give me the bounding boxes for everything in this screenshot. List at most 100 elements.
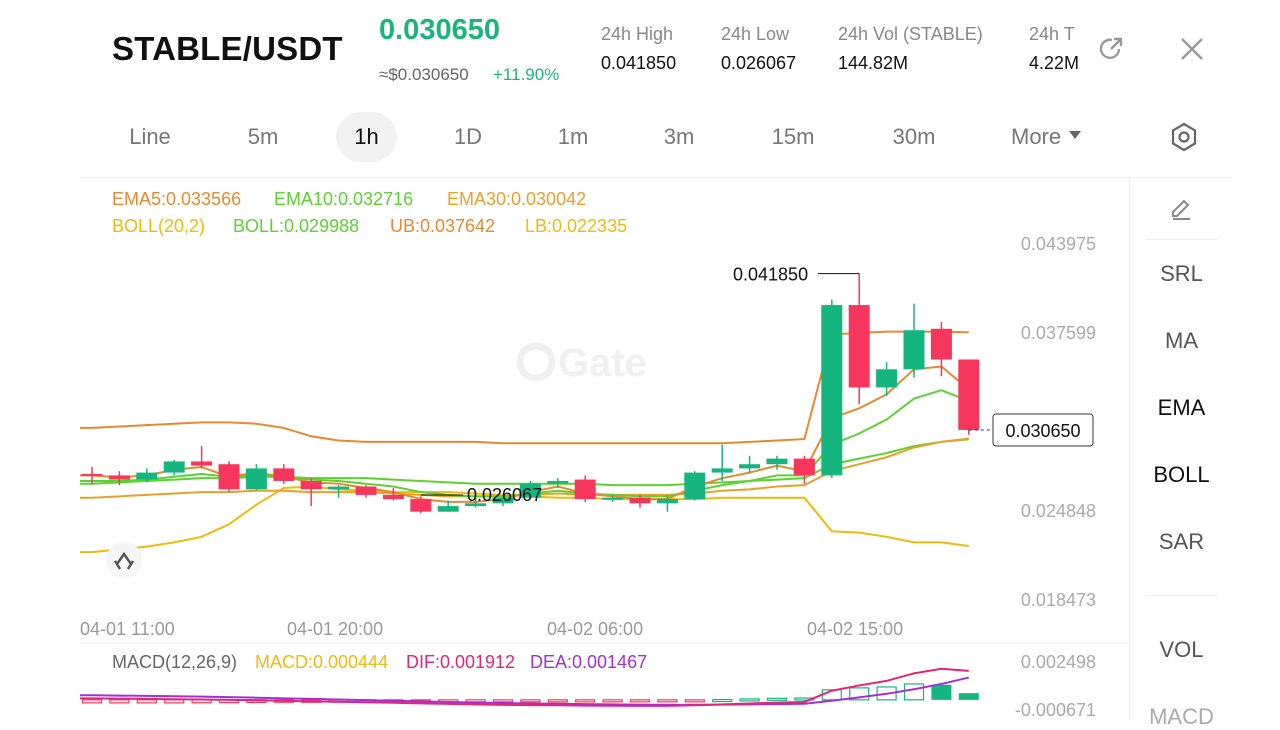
legend-ub: UB:0.037642 (390, 216, 496, 236)
candle-body (245, 468, 267, 490)
candle-body (793, 458, 815, 476)
usd-price: ≈$0.030650 (379, 65, 469, 84)
candle-body (903, 330, 925, 370)
tab-30m[interactable]: 30m (892, 124, 936, 149)
stat-high-value: 0.041850 (601, 53, 677, 73)
boll-mid-line (80, 438, 969, 487)
legend-lb: LB:0.022335 (525, 216, 628, 236)
tab-3m[interactable]: 3m (663, 124, 695, 149)
candle-body (547, 480, 569, 484)
y-axis-label: 0.024848 (1021, 501, 1096, 521)
price-change: +11.90% (493, 65, 560, 84)
pair-title: STABLE/USDT (112, 30, 343, 67)
candle-body (191, 461, 213, 466)
legend-boll-params: BOLL(20,2) (112, 216, 206, 236)
high-marker-label: 0.041850 (733, 265, 808, 285)
settings-icon[interactable] (1168, 121, 1200, 153)
candle-body (300, 480, 322, 490)
pencil-icon[interactable] (1168, 196, 1194, 222)
candlestick-chart[interactable]: Gate 0.043975 0.037599 0.024848 0.018473 04… (0, 0, 1128, 720)
candle-body (492, 497, 514, 504)
legend-ema30: EMA30:0.030042 (447, 189, 587, 209)
share-icon[interactable] (1097, 34, 1127, 64)
legend-ema10: EMA10:0.032716 (274, 189, 414, 209)
macd-legend-macd: MACD:0.000444 (255, 652, 389, 672)
current-price-label: 0.030650 (1005, 421, 1080, 441)
candle-body (574, 479, 596, 500)
divider (80, 177, 1232, 178)
candle-body (656, 499, 678, 504)
candle-body (382, 494, 404, 500)
macd-legend-dif: DIF:0.001912 (406, 652, 516, 672)
candle-body (519, 483, 541, 498)
tab-15m[interactable]: 15m (771, 124, 815, 149)
tab-line[interactable]: Line (129, 124, 171, 149)
candle-body (739, 464, 761, 469)
close-icon[interactable] (1177, 34, 1207, 64)
candle-body (684, 472, 706, 500)
watermark-text: Gate (558, 341, 647, 385)
candle-body (821, 305, 843, 476)
candle-body (136, 472, 158, 480)
tab-1mo[interactable]: 1m (557, 124, 589, 149)
toolbar-srl[interactable]: SRL (1160, 261, 1203, 286)
stat-low-label: 24h Low (721, 24, 790, 44)
candle-body (711, 468, 733, 473)
x-axis-label: 04-01 20:00 (287, 619, 383, 639)
candle-body (876, 369, 898, 388)
toolbar-boll[interactable]: BOLL (1153, 462, 1210, 487)
candle-body (218, 464, 240, 490)
candle-body (766, 458, 788, 465)
reset-view-icon[interactable] (106, 542, 142, 578)
more-label: More (1011, 124, 1062, 149)
active-tab-highlight (336, 112, 397, 162)
stat-vol-value: 144.82M (838, 53, 909, 73)
toolbar-sar[interactable]: SAR (1158, 529, 1205, 554)
gate-watermark: Gate (516, 341, 647, 385)
candle-body (108, 475, 130, 480)
y-axis-label: 0.018473 (1021, 590, 1096, 610)
indicator-toolbar: SRL MA EMA BOLL SAR VOL MACD (1129, 178, 1233, 729)
boll-upper-line (80, 330, 969, 445)
toolbar-vol[interactable]: VOL (1159, 637, 1204, 662)
candle-body (958, 359, 980, 431)
candle-body (81, 473, 103, 476)
toolbar-divider (1146, 239, 1218, 240)
toolbar-macd[interactable]: MACD (1149, 704, 1214, 729)
legend-ema5: EMA5:0.033566 (112, 189, 242, 209)
current-price-tag (992, 413, 1094, 447)
low-marker-label: 0.026067 (467, 485, 542, 505)
candle-body (629, 497, 651, 504)
tab-1d[interactable]: 1D (453, 124, 483, 149)
candle-body (410, 499, 432, 512)
caret-down-icon (1069, 131, 1082, 140)
tab-5m[interactable]: 5m (247, 124, 279, 149)
candle-body (465, 503, 487, 507)
toolbar-ema[interactable]: EMA (1157, 395, 1206, 420)
stat-turnover: 24h T 4.22M (1029, 20, 1085, 80)
legend-boll: BOLL:0.029988 (233, 216, 360, 236)
candle-body (437, 506, 459, 512)
candle-body (930, 328, 952, 360)
stat-low-value: 0.026067 (721, 53, 797, 73)
candle-body (848, 305, 870, 388)
x-axis-label: 04-02 15:00 (807, 619, 903, 639)
macd-legend-params: MACD(12,26,9) (112, 652, 238, 672)
stat-high-label: 24h High (601, 24, 674, 44)
tab-1h[interactable]: 1h (354, 124, 379, 149)
x-axis-label: 04-01 11:00 (80, 619, 175, 639)
toolbar-ma[interactable]: MA (1165, 328, 1198, 353)
ema5-line (80, 365, 970, 503)
stat-vol-label: 24h Vol (STABLE) (838, 24, 983, 44)
more-intervals-button[interactable]: More (1011, 122, 1082, 152)
candle-body (273, 468, 295, 481)
stat-turnover-value: 4.22M (1029, 53, 1080, 73)
macd-legend-dea: DEA:0.001467 (530, 652, 648, 672)
y-axis-label: 0.043975 (1021, 234, 1096, 254)
candle-body (355, 486, 377, 495)
last-price: 0.030650 (379, 14, 500, 46)
toolbar-divider (1146, 595, 1218, 596)
candle-body (328, 486, 350, 490)
candle-body (602, 497, 624, 500)
stat-turnover-label: 24h T (1029, 24, 1075, 44)
